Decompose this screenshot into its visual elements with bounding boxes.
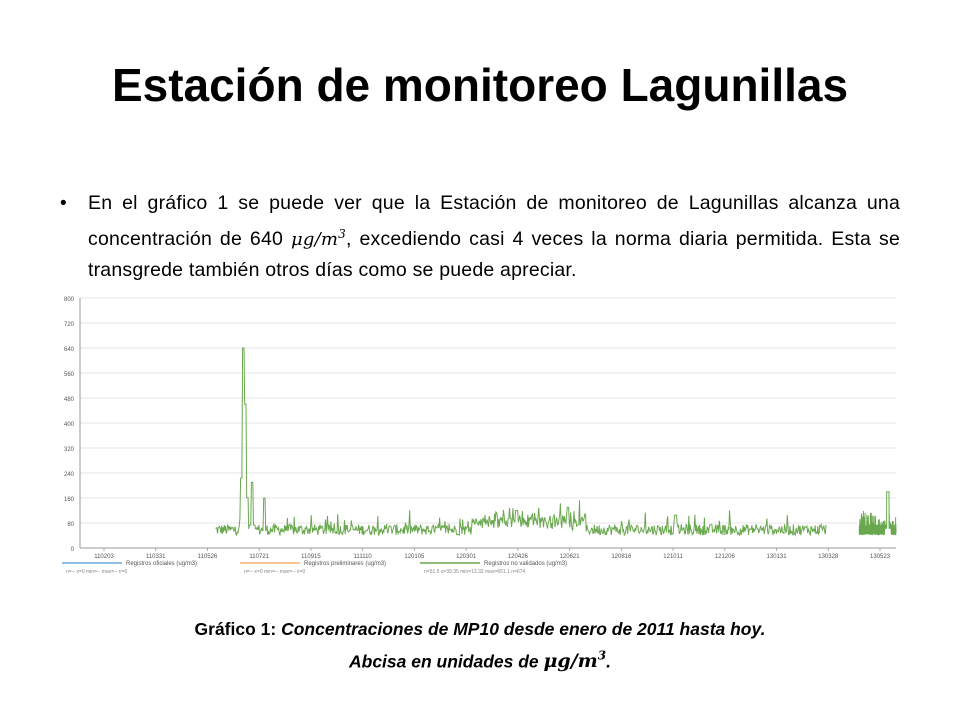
x-tick-label: 110203	[94, 554, 114, 560]
y-tick-label: 0	[71, 547, 75, 553]
bullet-text-part1: En el gráfico 1 se puede ver que la Esta…	[88, 192, 900, 250]
legend-label: Registros oficiales (ug/m3)	[126, 561, 197, 567]
y-tick-label: 160	[64, 497, 75, 503]
x-tick-label: 111110	[354, 554, 373, 560]
y-tick-label: 800	[64, 297, 75, 303]
y-tick-label: 480	[64, 397, 75, 403]
bullet-icon: •	[60, 193, 67, 214]
x-tick-label: 121206	[715, 554, 736, 560]
bullet-text: En el gráfico 1 se puede ver que la Esta…	[88, 188, 900, 286]
x-tick-label: 110526	[198, 554, 218, 560]
y-tick-label: 320	[64, 447, 75, 453]
x-tick-label: 110331	[146, 554, 166, 560]
x-tick-label: 130131	[767, 554, 788, 560]
y-tick-label: 240	[64, 472, 75, 478]
y-tick-label: 720	[64, 322, 75, 328]
x-tick-label: 120426	[508, 554, 529, 560]
mp10-chart: 0 80 160 240 320 400 480 560 640 720 800 110203 1103…	[40, 290, 900, 580]
x-tick-label: 120816	[611, 554, 632, 560]
bullet-text-part2: , excediendo casi 4 veces la norma diari…	[88, 228, 900, 281]
x-tick-label: 121011	[663, 554, 683, 560]
unit-math: μg/m3	[290, 227, 346, 250]
x-tick-label: 130328	[818, 554, 839, 560]
series-line	[215, 347, 827, 537]
x-tick-label: 130523	[870, 554, 891, 560]
slide-title: Estación de monitoreo Lagunillas	[111, 59, 849, 111]
series-line	[858, 491, 897, 536]
caption-line1: Gráfico 1: Concentraciones de MP10 desde…	[194, 619, 766, 639]
figure-caption: Gráfico 1: Concentraciones de MP10 desde…	[0, 616, 960, 675]
y-tick-label: 560	[64, 372, 75, 378]
x-tick-label: 120301	[456, 554, 477, 560]
legend-label: Registros no validados (ug/m3)	[484, 561, 567, 567]
caption-line2: Abcisa en unidades de μg/m3.	[349, 649, 611, 673]
y-tick-label: 640	[64, 347, 75, 353]
bullet-paragraph: • En el gráfico 1 se puede ver que la Es…	[60, 188, 900, 286]
legend-stats: n=51.5 s=39.35 min=13.32 max=651.1 n=674	[424, 569, 526, 575]
x-tick-label: 120621	[560, 554, 581, 560]
legend-label: Registros preliminares (ug/m3)	[304, 561, 386, 567]
legend-stats: n=-- x=0 min=-- max=-- n=0	[66, 569, 127, 575]
legend-stats: n=-- x=0 min=-- max=-- n=0	[244, 569, 305, 575]
y-tick-label: 80	[67, 522, 74, 528]
chart-svg: 0 80 160 240 320 400 480 560 640 720 800 110203 1103…	[62, 297, 897, 575]
x-tick-label: 110721	[249, 554, 269, 560]
y-tick-label: 400	[64, 422, 75, 428]
x-tick-label: 120105	[404, 554, 425, 560]
x-tick-label: 110915	[301, 554, 321, 560]
